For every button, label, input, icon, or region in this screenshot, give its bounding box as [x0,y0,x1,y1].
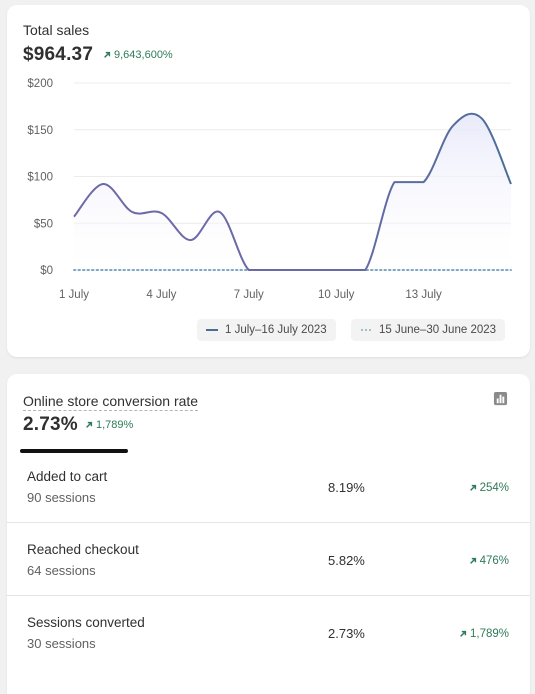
conversion-title-text: Online store conversion rate [23,393,199,411]
x-tick-label: 10 July [318,289,355,301]
row-sessions: 90 sessions [27,490,96,505]
row-sessions: 30 sessions [27,636,96,651]
current-period-area [74,113,511,270]
total-sales-change-badge: 9,643,600% [103,49,173,61]
row-change-badge: 476% [469,555,509,567]
y-tick-label: $50 [34,218,53,230]
arrow-up-right-icon [104,51,111,58]
row-change: 1,789% [469,628,509,640]
solid-line-icon [206,329,218,331]
y-tick-label: $0 [40,265,53,277]
y-tick-label: $100 [27,172,53,184]
y-tick-label: $150 [27,125,53,137]
arrow-up-right-icon [469,484,476,491]
row-rate: 2.73% [328,626,365,641]
x-tick-label: 4 July [146,289,176,301]
legend-current-label: 1 July–16 July 2023 [225,324,327,336]
x-tick-label: 13 July [405,289,442,301]
row-label: Added to cart [27,469,108,484]
bar-chart-icon[interactable] [493,391,508,406]
conversion-change: 1,789% [96,419,134,431]
row-rate: 5.82% [328,553,365,568]
legend-previous-label: 15 June–30 June 2023 [379,324,497,336]
y-tick-label: $200 [27,78,53,90]
conversion-row-reached-checkout: Reached checkout 64 sessions 5.82% 476% [7,523,530,595]
total-sales-change: 9,643,600% [114,49,173,61]
row-label: Sessions converted [27,615,145,630]
arrow-up-right-icon [86,421,93,428]
total-sales-value: $964.37 [23,44,94,65]
row-divider [7,522,530,523]
arrow-up-right-icon [460,630,467,637]
total-sales-chart: $200 $150 $100 $50 $0 1 July 4 July 7 July 10 Ju… [27,78,512,301]
total-sales-card: Total sales $964.37 9,643,600% $200 $150 $… [7,5,530,357]
conversion-change-badge: 1,789% [85,419,133,431]
legend-current-period[interactable]: 1 July–16 July 2023 [197,319,336,341]
conversion-value: 2.73% [23,414,78,435]
dotted-line-icon [360,329,372,331]
current-period-line [73,112,512,271]
row-divider [7,595,530,596]
row-sessions: 64 sessions [27,563,96,578]
x-tick-label: 7 July [234,289,264,301]
row-change: 476% [479,555,509,567]
conversion-row-sessions-converted: Sessions converted 30 sessions 2.73% 1,7… [7,596,530,668]
row-change-badge: 254% [469,482,509,494]
conversion-rate-card: Online store conversion rate 2.73% 1,789… [7,374,530,694]
x-tick-label: 1 July [59,289,89,301]
total-sales-title[interactable]: Total sales [23,22,90,38]
conversion-row-added-to-cart: Added to cart 90 sessions 8.19% 254% [7,450,530,522]
row-change-badge: 1,789% [459,628,509,640]
row-change: 254% [479,482,509,494]
row-rate: 8.19% [328,480,365,495]
row-label: Reached checkout [27,542,139,557]
selected-metric-indicator [20,449,128,453]
legend-previous-period[interactable]: 15 June–30 June 2023 [351,319,506,341]
conversion-title[interactable]: Online store conversion rate [23,393,199,411]
arrow-up-right-icon [469,557,476,564]
